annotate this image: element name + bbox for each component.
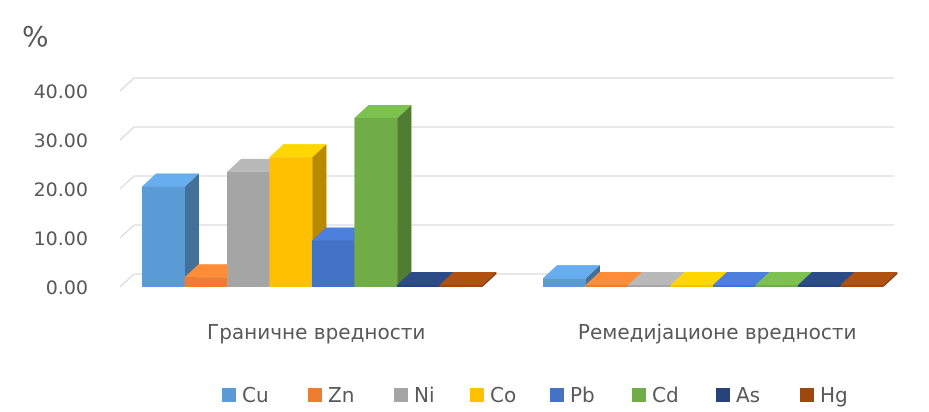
- category-label: Граничне вредности: [207, 320, 425, 344]
- bar-cu-granichne: [142, 173, 199, 287]
- legend-swatch: [800, 388, 814, 402]
- y-tick-label: 0.00: [46, 277, 88, 299]
- legend-swatch: [632, 388, 646, 402]
- bar-co-granichne: [269, 144, 327, 287]
- legend-swatch: [394, 388, 408, 402]
- gridline: [119, 175, 894, 190]
- legend-swatch: [470, 388, 484, 402]
- legend-label: As: [736, 383, 760, 407]
- legend-item-hg: Hg: [800, 383, 848, 407]
- gridline: [119, 224, 894, 239]
- legend-label: Hg: [820, 383, 848, 407]
- legend-swatch: [308, 388, 322, 402]
- y-tick-label: 40.00: [34, 81, 88, 103]
- legend: Cu Zn Ni Co Pb Cd As Hg: [222, 383, 848, 407]
- legend-swatch: [716, 388, 730, 402]
- legend-item-pb: Pb: [550, 383, 595, 407]
- gridline: [119, 77, 894, 92]
- y-tick-label: 30.00: [34, 130, 88, 152]
- legend-label: Zn: [328, 383, 354, 407]
- legend-label: Pb: [570, 383, 595, 407]
- y-unit-label: %: [22, 20, 49, 53]
- y-tick-label: 20.00: [34, 179, 88, 201]
- y-tick-labels: 0.00 10.00 20.00 30.00 40.00: [34, 81, 88, 299]
- category-labels: Граничне вредности Ремедијационе вредност…: [207, 320, 856, 344]
- legend-item-cu: Cu: [222, 383, 269, 407]
- legend-item-as: As: [716, 383, 760, 407]
- legend-label: Cd: [652, 383, 679, 407]
- bar-cd-granichne: [354, 104, 412, 287]
- legend-swatch: [222, 388, 236, 402]
- bars: [142, 104, 898, 287]
- legend-label: Cu: [242, 383, 269, 407]
- legend-item-cd: Cd: [632, 383, 679, 407]
- legend-label: Ni: [414, 383, 435, 407]
- bar-hg-remedijacione: [840, 272, 898, 287]
- legend-swatch: [550, 388, 564, 402]
- bar-hg-granichne: [439, 272, 497, 287]
- category-label: Ремедијационе вредности: [578, 320, 857, 344]
- legend-item-ni: Ni: [394, 383, 435, 407]
- legend-label: Co: [490, 383, 516, 407]
- y-tick-label: 10.00: [34, 228, 88, 250]
- legend-item-co: Co: [470, 383, 516, 407]
- legend-item-zn: Zn: [308, 383, 354, 407]
- gridline: [119, 126, 894, 141]
